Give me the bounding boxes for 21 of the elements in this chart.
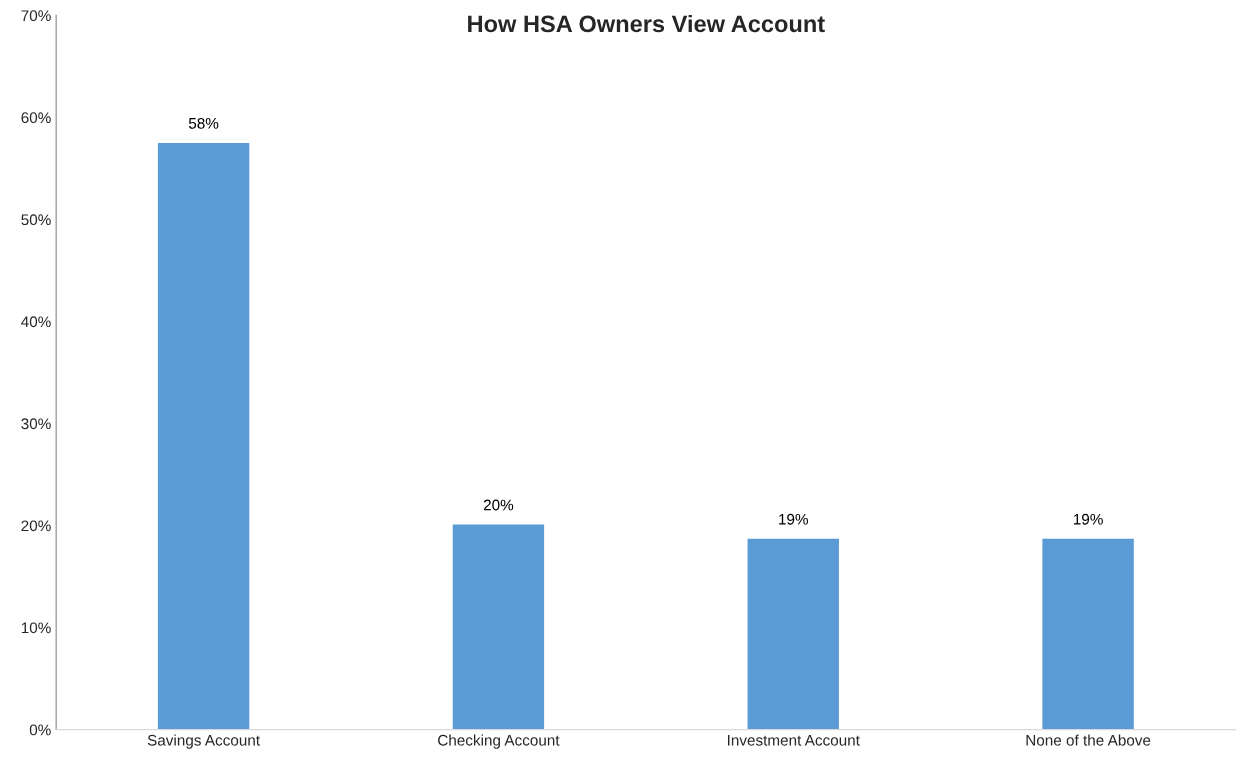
y-tick-label: 50% <box>21 214 51 226</box>
data-label: 58% <box>188 117 219 129</box>
bar <box>747 538 839 730</box>
bar <box>157 142 250 730</box>
bar <box>452 524 545 730</box>
y-tick-label: 20% <box>21 520 51 532</box>
data-label: 19% <box>779 513 809 525</box>
bar <box>1042 538 1134 730</box>
y-tick-label: 40% <box>21 316 51 328</box>
x-tick-label: None of the Above <box>1026 734 1151 746</box>
y-tick-label: 30% <box>21 418 51 430</box>
data-label: 19% <box>1073 513 1103 525</box>
y-tick-label: 0% <box>29 724 51 736</box>
y-tick-label: 10% <box>21 622 51 634</box>
x-tick-label: Investment Account <box>728 735 860 746</box>
data-label: 20% <box>483 499 514 511</box>
x-tick-label: Savings Account <box>147 734 260 749</box>
chart-title: How HSA Owners View Account <box>468 14 825 33</box>
y-tick-label: 70% <box>21 10 51 22</box>
y-tick-label: 60% <box>21 112 51 124</box>
x-tick-label: Checking Account <box>438 734 560 749</box>
